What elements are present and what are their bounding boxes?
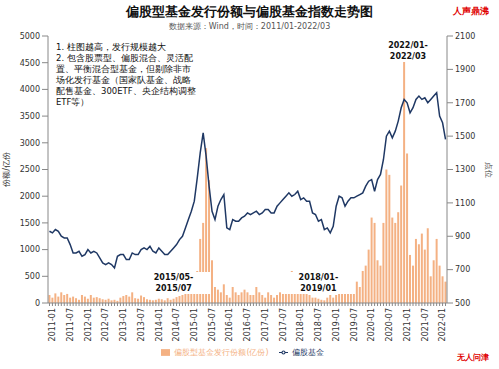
html-text:2015/05-2015/07: 2015/05-2015/07 (153, 273, 194, 293)
svg-text:2013-01: 2013-01 (119, 308, 128, 341)
html-text:2022/01-2022/03: 2022/01-2022/03 (388, 41, 428, 61)
html-text:1. 柱图越高，发行规模越大: 1. 柱图越高，发行规模越大 (56, 42, 166, 52)
svg-text:2014-01: 2014-01 (155, 308, 164, 341)
html-text:偏股型基金发行份额与偏股基金指数走势图: 偏股型基金发行份额与偏股基金指数走势图 (126, 4, 373, 19)
html-text:偏股基金: 偏股基金 (291, 348, 324, 357)
svg-text:700: 700 (455, 265, 470, 274)
svg-text:2012-01: 2012-01 (84, 308, 93, 341)
html-text:2. 包含股票型、偏股混合、灵活配置、平衡混合型基金，但剔除: 2. 包含股票型、偏股混合、灵活配置、平衡混合型基金，但剔除非市场化发行基金（国… (56, 53, 196, 108)
svg-text:2019-01: 2019-01 (332, 308, 341, 341)
html-text:人声鼎沸: 人声鼎沸 (453, 6, 489, 16)
svg-text:2015-01: 2015-01 (190, 308, 199, 341)
svg-text:2100: 2100 (455, 32, 475, 41)
svg-text:份额/亿份: 份额/亿份 (2, 152, 11, 187)
svg-text:500: 500 (455, 299, 470, 308)
svg-text:2017-07: 2017-07 (279, 308, 288, 341)
svg-text:2021-01: 2021-01 (403, 308, 412, 341)
svg-text:2017-01: 2017-01 (261, 308, 270, 341)
svg-text:900: 900 (455, 232, 470, 241)
svg-text:4500: 4500 (20, 59, 40, 68)
svg-text:2016-01: 2016-01 (225, 308, 234, 341)
svg-text:2013-07: 2013-07 (137, 308, 146, 341)
svg-text:2018-01: 2018-01 (296, 308, 305, 341)
svg-text:1300: 1300 (455, 165, 475, 174)
svg-text:2019-07: 2019-07 (350, 308, 359, 341)
svg-text:2021-07: 2021-07 (421, 308, 430, 341)
html-text:无人问津: 无人问津 (457, 353, 489, 362)
svg-text:2015-07: 2015-07 (208, 308, 217, 341)
svg-text:2011-07: 2011-07 (66, 308, 75, 341)
svg-text:1500: 1500 (455, 132, 475, 141)
svg-text:2500: 2500 (20, 165, 40, 174)
svg-text:3500: 3500 (20, 112, 40, 121)
svg-text:2020-01: 2020-01 (367, 308, 376, 341)
svg-text:3000: 3000 (20, 139, 40, 148)
svg-text:2018-07: 2018-07 (314, 308, 323, 341)
svg-text:2011-01: 2011-01 (48, 308, 57, 341)
svg-text:2022-01: 2022-01 (438, 308, 447, 341)
svg-text:1500: 1500 (20, 219, 40, 228)
svg-text:1900: 1900 (455, 65, 475, 74)
svg-text:1100: 1100 (455, 199, 475, 208)
html-text:2018/01-2019/01: 2018/01-2019/01 (298, 273, 339, 293)
html-text:偏股型基金发行份额(亿份): 偏股型基金发行份额(亿份) (174, 348, 269, 357)
svg-text:0: 0 (35, 299, 40, 308)
svg-text:2020-07: 2020-07 (385, 308, 394, 341)
svg-text:2012-07: 2012-07 (101, 308, 110, 341)
svg-text:5000: 5000 (20, 32, 40, 41)
html-text:数据来源：Wind，时间：2011/01-2022/03: 数据来源：Wind，时间：2011/01-2022/03 (168, 22, 331, 31)
svg-text:1000: 1000 (20, 245, 40, 254)
svg-text:点位: 点位 (484, 162, 493, 178)
svg-text:500: 500 (25, 272, 40, 281)
svg-text:2000: 2000 (20, 192, 40, 201)
svg-text:1700: 1700 (455, 99, 475, 108)
svg-text:2016-07: 2016-07 (243, 308, 252, 341)
svg-text:4000: 4000 (20, 85, 40, 94)
svg-text:2014-07: 2014-07 (172, 308, 181, 341)
